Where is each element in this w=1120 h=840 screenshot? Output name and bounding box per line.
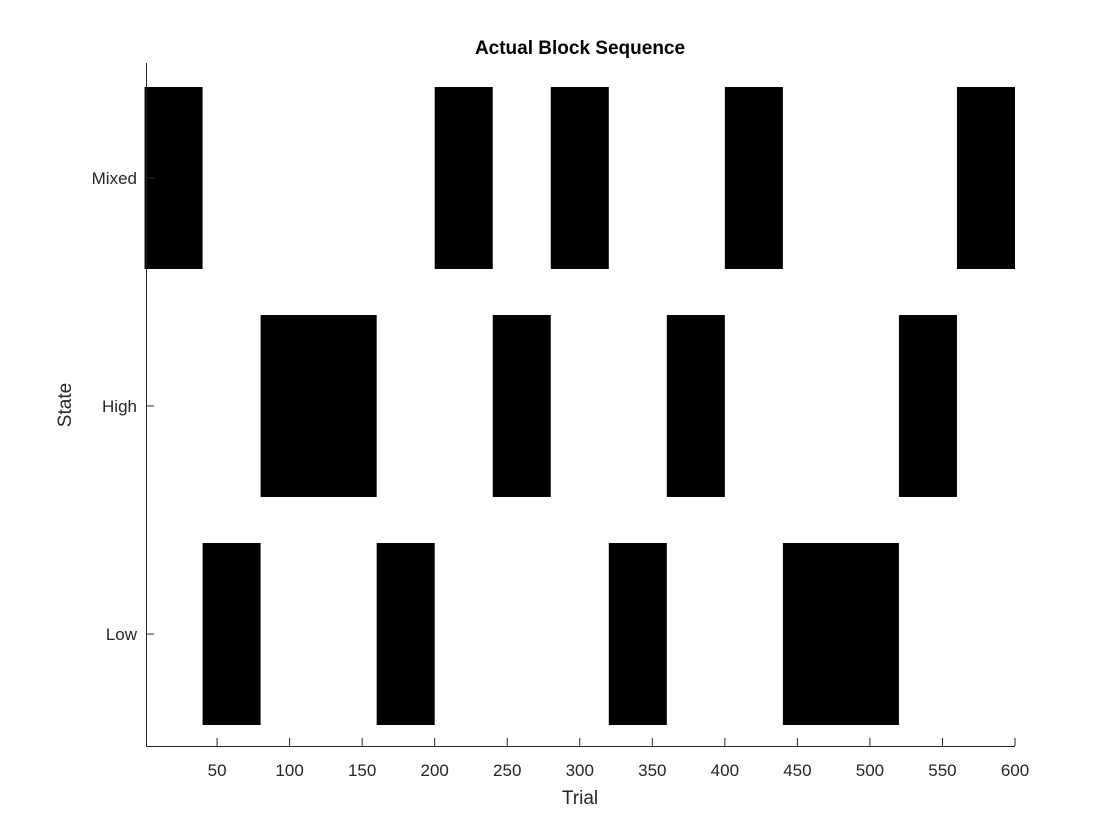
x-tick-label-500: 500 (856, 761, 884, 780)
x-tick-label-300: 300 (566, 761, 594, 780)
block-mixed-1 (144, 87, 203, 269)
x-tick-label-600: 600 (1001, 761, 1029, 780)
x-tick-label-50: 50 (208, 761, 227, 780)
y-tick-label-mixed: Mixed (92, 169, 137, 188)
x-tick-label-450: 450 (783, 761, 811, 780)
block-low-2 (202, 543, 261, 725)
y-tick-label-low: Low (106, 625, 138, 644)
blocks-layer (144, 87, 1015, 725)
block-high-9 (666, 315, 725, 497)
x-ticks: 50 100 150 200 250 300 350 400 450 500 550 600 (208, 738, 1029, 780)
axes (146, 63, 1015, 747)
block-high-12 (898, 315, 957, 497)
block-mixed-13 (956, 87, 1015, 269)
x-axis-label: Trial (562, 788, 598, 809)
x-tick-label-550: 550 (928, 761, 956, 780)
block-mixed-7 (550, 87, 609, 269)
block-mixed-10 (724, 87, 783, 269)
y-axis-label: State (55, 383, 76, 427)
block-high-3 (260, 315, 377, 497)
x-tick-label-200: 200 (421, 761, 449, 780)
y-tick-label-high: High (102, 397, 137, 416)
x-tick-label-400: 400 (711, 761, 739, 780)
block-low-8 (608, 543, 667, 725)
x-tick-label-150: 150 (348, 761, 376, 780)
y-ticks: Low High Mixed (92, 169, 154, 644)
block-mixed-5 (434, 87, 493, 269)
block-low-11 (782, 543, 899, 725)
block-low-4 (376, 543, 435, 725)
x-tick-label-100: 100 (275, 761, 303, 780)
block-high-6 (492, 315, 551, 497)
x-tick-label-350: 350 (638, 761, 666, 780)
x-tick-label-250: 250 (493, 761, 521, 780)
chart-title: Actual Block Sequence (475, 38, 685, 59)
